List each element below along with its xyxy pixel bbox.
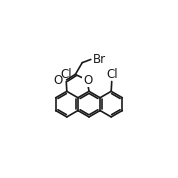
Text: O: O — [83, 74, 92, 87]
Text: O: O — [54, 74, 63, 88]
Text: Cl: Cl — [61, 68, 72, 81]
Text: Br: Br — [93, 53, 106, 66]
Text: Cl: Cl — [106, 68, 117, 81]
